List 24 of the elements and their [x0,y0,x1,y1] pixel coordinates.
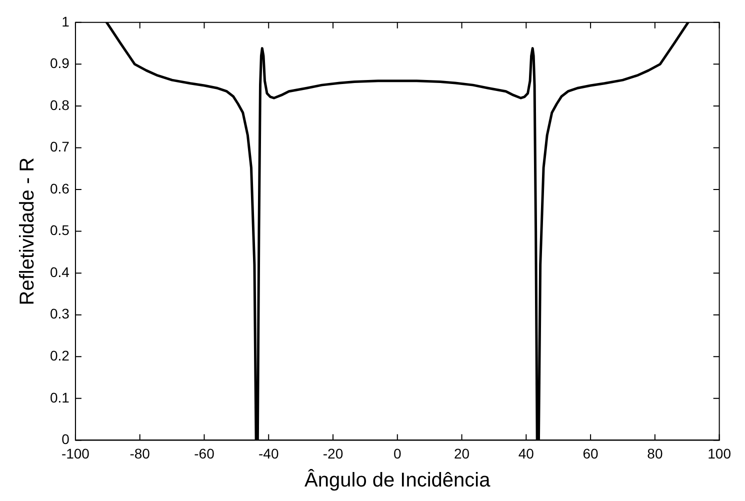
y-tick-label: 0.7 [50,138,70,155]
x-tick-label: 0 [393,445,402,462]
x-tick-label: -80 [130,445,150,462]
y-tick-label: 0.3 [50,306,70,322]
x-tick-label: 100 [708,445,732,462]
y-axis-title: Refletividade - R [16,157,39,306]
x-tick-label: 40 [518,445,534,462]
x-tick-label: 20 [454,445,470,462]
x-tick-label: -60 [194,445,215,462]
x-tick-label: 80 [647,445,663,462]
y-tick-label: 0.9 [50,55,70,72]
x-tick-label: -20 [322,445,344,462]
y-tick-label: 0.4 [50,264,70,280]
y-tick-label: 0.5 [50,222,70,238]
y-tick-label: 0.2 [50,348,70,364]
y-tick-label: 0 [62,431,70,448]
y-tick-label: 1 [62,13,70,30]
y-tick-label: 0.6 [50,180,70,196]
x-tick-label: -100 [61,445,90,462]
y-tick-label: 0.8 [50,96,70,113]
x-axis-title: Ângulo de Incidência [304,468,492,492]
x-tick-label: -40 [258,445,279,462]
y-tick-label: 0.1 [50,389,70,406]
x-tick-label: 60 [582,445,599,462]
